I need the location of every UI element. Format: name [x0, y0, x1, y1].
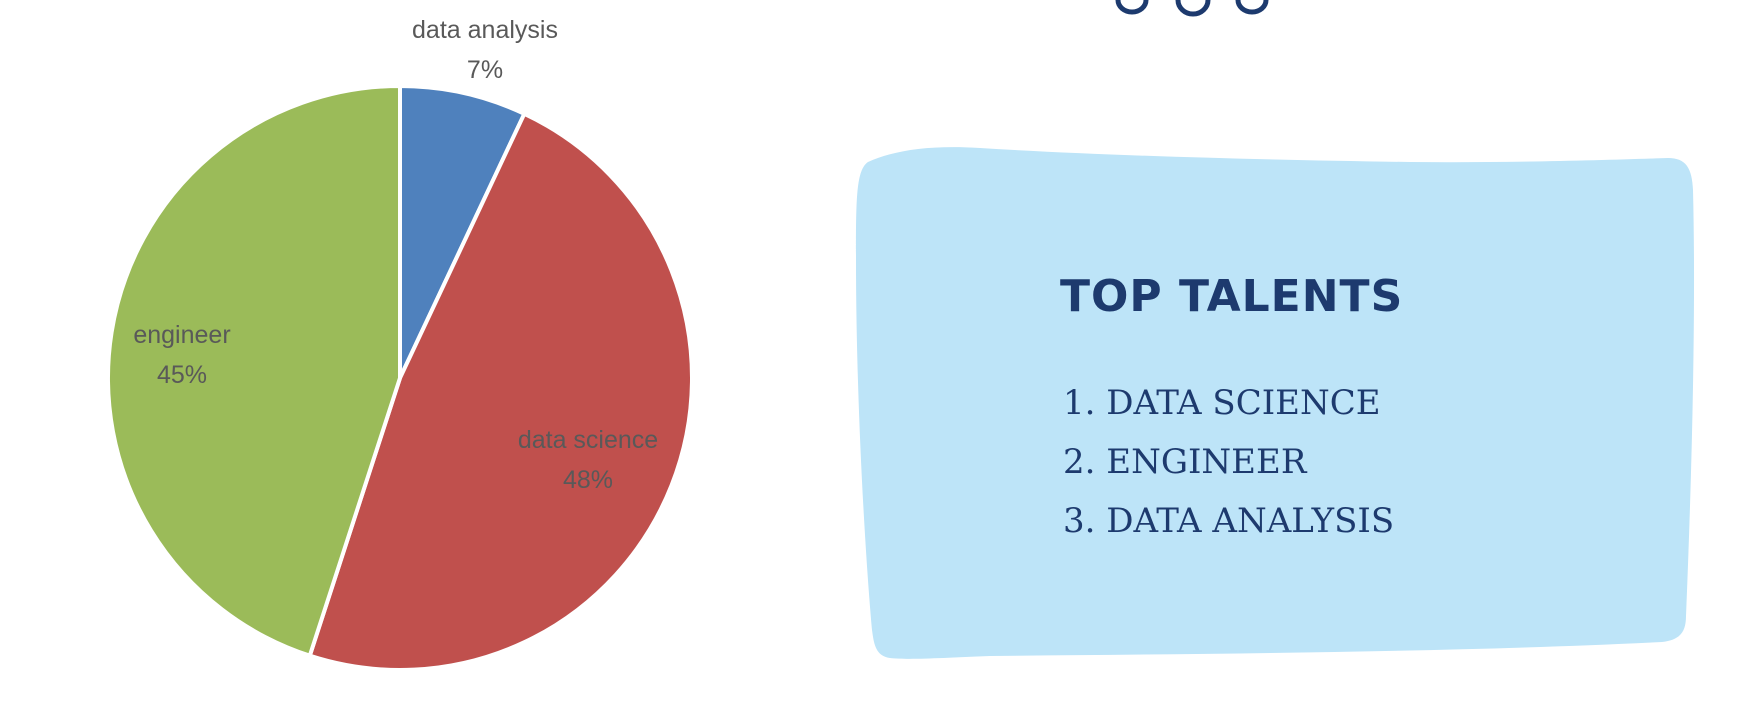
slice-value-label: 7%: [467, 56, 503, 84]
list-item-text: ENGINEER: [1106, 442, 1307, 482]
pie-slices: [106, 84, 694, 672]
pie-labels: data analysis 7% data science 48% engineer 45…: [133, 16, 658, 494]
list-item-text: DATA ANALYSIS: [1106, 501, 1395, 541]
slice-category-label: engineer: [133, 321, 230, 349]
list-item: 3. DATA ANALYSIS: [1063, 492, 1394, 551]
pie-slice-data-analysis: [398, 84, 527, 380]
card-shape: [856, 147, 1695, 659]
list-item-number: 3.: [1063, 501, 1096, 541]
list-item-number: 2.: [1063, 442, 1096, 482]
pie-slice-data-science: [307, 111, 694, 672]
loop-arcs-icon: [1115, 0, 1269, 17]
slice-value-label: 45%: [157, 361, 207, 389]
slice-value-label: 48%: [563, 466, 613, 494]
card-title: TOP TALENTS: [1060, 271, 1404, 322]
list-item: 1. DATA SCIENCE: [1063, 374, 1394, 433]
pie-slice-engineer: [106, 84, 402, 658]
pie-chart: data analysis 7% data science 48% engineer 45…: [106, 16, 694, 672]
list-item: 2. ENGINEER: [1063, 433, 1394, 492]
slice-category-label: data analysis: [412, 16, 558, 44]
list-item-text: DATA SCIENCE: [1106, 383, 1381, 423]
list-item-number: 1.: [1063, 383, 1096, 423]
talent-card-background: [856, 147, 1695, 659]
talent-list: 1. DATA SCIENCE 2. ENGINEER 3. DATA ANAL…: [1063, 374, 1394, 551]
slice-category-label: data science: [518, 426, 658, 454]
